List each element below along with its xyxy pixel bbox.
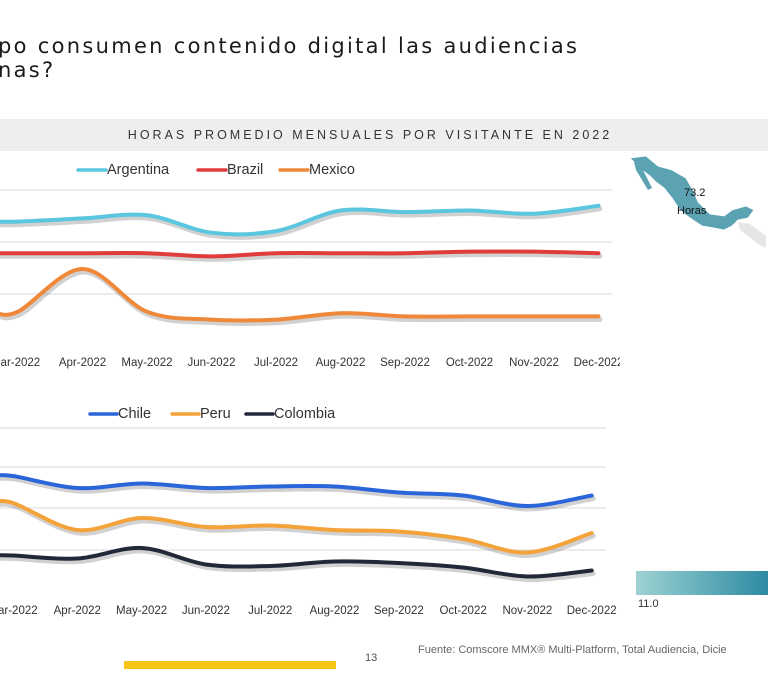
- series-shadow-peru: [0, 501, 596, 559]
- map-panel: 73.2 Horas: [628, 152, 768, 312]
- central-america-shape: [738, 222, 766, 248]
- source-note: Fuente: Comscore MMX® Multi-Platform, To…: [418, 644, 727, 656]
- color-scale-bar: [636, 571, 768, 595]
- x-tick-label: Apr-2022: [59, 357, 106, 369]
- x-tick-label: Sep-2022: [380, 357, 430, 369]
- legend-label-brazil: Brazil: [227, 162, 263, 178]
- legend-label-peru: Peru: [200, 406, 231, 422]
- x-tick-label: Oct-2022: [446, 357, 493, 369]
- series-shadow-chile: [0, 475, 596, 512]
- bottom-line-chart: ar-2022 Apr-2022 May-2022 Jun-2022 Jul-2022 A…: [0, 406, 617, 617]
- x-tick-label: Aug-2022: [310, 605, 360, 617]
- chart-1-grid: [0, 189, 612, 295]
- series-shadow-mexico: [0, 269, 603, 326]
- map-unit: Horas: [677, 205, 707, 217]
- x-tick-label: ar-2022: [0, 605, 38, 617]
- x-tick-label: Aug-2022: [316, 357, 366, 369]
- series-line-mexico: [0, 266, 601, 323]
- x-tick-label: lar-2022: [0, 357, 40, 369]
- mexico-map: 73.2 Horas: [629, 155, 766, 248]
- x-tick-label: Jul-2022: [248, 605, 292, 617]
- legend-label-chile: Chile: [118, 406, 151, 422]
- legend-label-mexico: Mexico: [309, 162, 355, 178]
- chart-banner: HORAS PROMEDIO MENSUALES POR VISITANTE E…: [0, 119, 768, 151]
- legend-label-colombia: Colombia: [274, 406, 336, 422]
- x-tick-label: Jun-2022: [188, 357, 236, 369]
- series-shadow-argentina: [0, 206, 603, 240]
- x-tick-label: Sep-2022: [374, 605, 424, 617]
- x-tick-label: Nov-2022: [502, 605, 552, 617]
- title-line-2: nas?: [0, 58, 56, 82]
- x-tick-label: May-2022: [121, 357, 172, 369]
- x-tick-label: Dec-2022: [567, 605, 617, 617]
- banner-title: HORAS PROMEDIO MENSUALES POR VISITANTE E…: [127, 128, 613, 142]
- x-tick-label: Oct-2022: [439, 605, 486, 617]
- x-tick-label: Dec-2022: [574, 357, 620, 369]
- top-line-chart: lar-2022 Apr-2022 May-2022 Jun-2022 Jul-2022…: [0, 162, 620, 369]
- x-tick-label: Jun-2022: [182, 605, 230, 617]
- x-tick-label: Jul-2022: [254, 357, 298, 369]
- x-tick-label: May-2022: [116, 605, 167, 617]
- series-shadow-colombia: [0, 548, 596, 583]
- mexico-shape: [629, 155, 755, 231]
- baja-shape: [634, 162, 652, 190]
- series-shadow-brazil: [0, 251, 603, 262]
- page-number: 13: [365, 652, 378, 664]
- x-tick-label: Nov-2022: [509, 357, 559, 369]
- x-tick-label: Apr-2022: [54, 605, 101, 617]
- accent-bar: [124, 661, 336, 669]
- series-line-peru: [0, 499, 594, 555]
- legend-label-argentina: Argentina: [107, 162, 170, 178]
- map-value: 73.2: [684, 187, 705, 199]
- scale-min-label: 11.0: [638, 598, 659, 610]
- title-line-1: po consumen contenido digital las audien…: [0, 34, 580, 58]
